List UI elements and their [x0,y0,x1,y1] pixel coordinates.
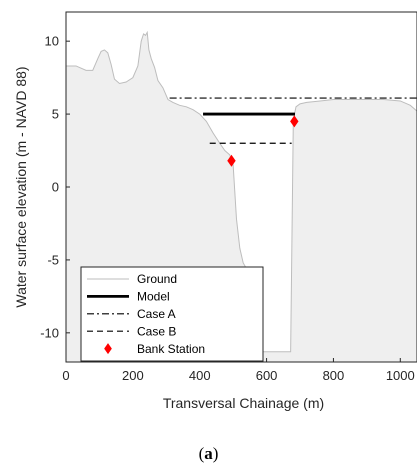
x-tick-label-800: 800 [323,368,345,383]
x-tick-label-0: 0 [62,368,69,383]
y-tick-label--10: -10 [40,325,59,340]
legend-label-model: Model [137,290,170,304]
x-axis-label: Transversal Chainage (m) [163,395,324,411]
legend-swatch-bank-station [104,343,112,355]
legend-box [80,266,264,362]
legend-label-ground: Ground [137,272,177,286]
bank-station-marker-2 [290,115,299,128]
legend: Ground Model Case A Case B Bank Station [80,266,264,362]
x-tick-label-1000: 1000 [386,368,415,383]
figure-caption: (a) [198,444,219,463]
x-tick-label-600: 600 [256,368,278,383]
y-tick-label-10: 10 [45,34,59,49]
y-tick-label-5: 5 [52,107,59,122]
caption-letter: a [204,444,213,463]
ground-line [66,30,417,353]
bank-station-marker-1 [227,154,236,167]
legend-label-case-a: Case A [137,307,176,321]
x-tick-label-400: 400 [189,368,211,383]
x-tick-label-200: 200 [122,368,144,383]
legend-label-case-b: Case B [137,324,176,338]
y-tick-label-0: 0 [52,180,59,195]
legend-label-bank-station: Bank Station [137,342,205,356]
y-axis-label: Water surface elevation (m - NAVD 88) [13,66,29,307]
y-tick-label--5: -5 [47,252,59,267]
chart: 0 200 400 600 800 1000 -10 -5 0 5 10 Transversal C… [13,11,417,411]
